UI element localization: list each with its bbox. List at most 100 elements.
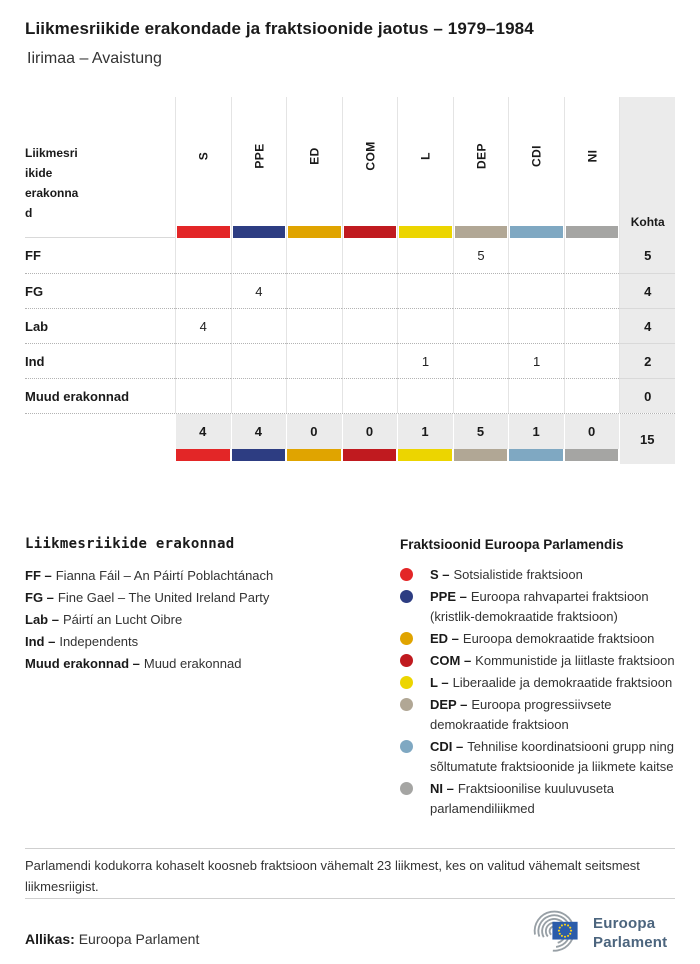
total-value: 1 bbox=[508, 414, 564, 449]
table-cell bbox=[508, 378, 564, 413]
row-total-cell: 5 bbox=[619, 238, 675, 273]
group-color-dot bbox=[400, 654, 413, 667]
group-name: Euroopa demokraatide fraktsioon bbox=[462, 631, 655, 646]
table-row-muud: Muud erakonnad 0 bbox=[25, 378, 675, 413]
table-cell bbox=[175, 343, 231, 378]
total-cell-ed: 0 bbox=[286, 414, 342, 464]
totals-row-spacer bbox=[25, 414, 175, 464]
column-label: L bbox=[418, 152, 433, 160]
table-cell: 1 bbox=[397, 343, 453, 378]
table-cell bbox=[230, 308, 287, 343]
table-cell bbox=[452, 343, 509, 378]
total-cell-com: 0 bbox=[341, 414, 398, 464]
table-totals-row: 4 4 0 0 1 5 1 0 15 bbox=[25, 413, 675, 464]
column-header-com: COM bbox=[341, 97, 398, 238]
column-header-ni: NI bbox=[563, 97, 620, 238]
table-row-fg: FG 4 4 bbox=[25, 273, 675, 308]
table-row-lab: Lab 4 4 bbox=[25, 308, 675, 343]
table-cell bbox=[341, 343, 398, 378]
column-label: COM bbox=[362, 141, 377, 171]
table-cell bbox=[508, 308, 564, 343]
legend-party-item: Muud erakonnad – Muud erakonnad bbox=[25, 653, 385, 675]
row-label: Ind bbox=[25, 343, 175, 378]
column-label: ED bbox=[307, 147, 322, 165]
table-cell bbox=[397, 238, 453, 273]
group-name: Kommunistide ja liitlaste fraktsioon bbox=[475, 653, 675, 668]
table-corner-label: Liikmesri ikide erakonna d bbox=[25, 97, 175, 238]
total-cell-ni: 0 bbox=[563, 414, 620, 464]
table-cell bbox=[341, 378, 398, 413]
group-color-bar bbox=[398, 449, 452, 461]
page-subtitle: Iirimaa – Avaistung bbox=[27, 50, 162, 67]
legend-party-item: Ind – Independents bbox=[25, 631, 385, 653]
table-cell bbox=[563, 308, 620, 343]
legend-group-item: S – Sotsialistide fraktsioon bbox=[400, 565, 690, 585]
column-header-ed: ED bbox=[286, 97, 342, 238]
group-abbr: L – bbox=[430, 675, 449, 690]
legend-group-item: CDI – Tehnilise koordinatsiooni grupp nin… bbox=[400, 737, 690, 777]
table-header-row: Liikmesri ikide erakonna d S PPE ED COM … bbox=[25, 97, 675, 238]
legend-groups: Fraktsioonid Euroopa Parlamendis S – Sots… bbox=[400, 537, 690, 821]
legend-parties-heading: Liikmesriikide erakonnad bbox=[25, 536, 235, 552]
divider bbox=[25, 898, 675, 899]
divider bbox=[25, 848, 675, 849]
column-label: NI bbox=[585, 149, 600, 163]
party-name: Independents bbox=[59, 634, 139, 649]
table-cell bbox=[175, 378, 231, 413]
source-value: Euroopa Parlament bbox=[78, 931, 200, 947]
group-color-bar bbox=[342, 449, 397, 461]
table-cell bbox=[563, 273, 620, 308]
total-cell-s: 4 bbox=[175, 414, 231, 464]
group-name: Euroopa rahvapartei fraktsioon (kristlik… bbox=[430, 589, 649, 624]
table-cell: 4 bbox=[175, 308, 231, 343]
seats-header-label: Kohta bbox=[630, 215, 665, 229]
grand-total-cell: 15 bbox=[619, 414, 675, 464]
group-color-bar bbox=[177, 226, 230, 238]
group-name: Sotsialistide fraktsioon bbox=[453, 567, 583, 582]
table-cell bbox=[230, 343, 287, 378]
seats-table: Liikmesri ikide erakonna d S PPE ED COM … bbox=[25, 97, 675, 464]
table-cell bbox=[175, 273, 231, 308]
group-color-bar bbox=[176, 449, 230, 461]
row-label: FG bbox=[25, 273, 175, 308]
group-name: Euroopa progressiivsete demokraatide fra… bbox=[430, 697, 612, 732]
source-line: Allikas: Euroopa Parlament bbox=[25, 931, 199, 947]
legend-group-item: COM – Kommunistide ja liitlaste fraktsioo… bbox=[400, 651, 690, 671]
total-value: 0 bbox=[286, 414, 342, 449]
table-cell bbox=[452, 273, 509, 308]
party-name: Muud erakonnad bbox=[143, 656, 242, 671]
party-name: Fine Gael – The United Ireland Party bbox=[57, 590, 270, 605]
group-color-bar bbox=[399, 226, 452, 238]
logo-line1: Euroopa bbox=[593, 915, 656, 932]
row-total-cell: 2 bbox=[619, 343, 675, 378]
table-cell bbox=[397, 273, 453, 308]
table-cell bbox=[286, 273, 342, 308]
table-cell bbox=[397, 308, 453, 343]
logo-wordmark: Euroopa Parlament bbox=[593, 914, 667, 952]
table-cell bbox=[175, 238, 231, 273]
legend-group-item: DEP – Euroopa progressiivsete demokraatid… bbox=[400, 695, 690, 735]
group-color-bar bbox=[509, 449, 563, 461]
total-cell-cdi: 1 bbox=[508, 414, 564, 464]
group-abbr: S – bbox=[430, 567, 450, 582]
total-cell-dep: 5 bbox=[452, 414, 509, 464]
group-color-dot bbox=[400, 676, 413, 689]
total-value: 0 bbox=[341, 414, 398, 449]
page-title: Liikmesriikide erakondade ja fraktsiooni… bbox=[25, 19, 534, 38]
table-cell bbox=[230, 378, 287, 413]
group-name: Tehnilise koordinatsiooni grupp ning sõl… bbox=[430, 739, 674, 774]
group-color-bar bbox=[232, 226, 286, 238]
legend-group-item: PPE – Euroopa rahvapartei fraktsioon (kri… bbox=[400, 587, 690, 627]
group-color-dot bbox=[400, 568, 413, 581]
group-abbr: NI – bbox=[430, 781, 454, 796]
total-value: 4 bbox=[175, 414, 231, 449]
corner-line: Liikmesri bbox=[25, 146, 78, 160]
table-cell bbox=[452, 308, 509, 343]
column-label: CDI bbox=[529, 145, 544, 167]
table-cell bbox=[230, 238, 287, 273]
total-value: 0 bbox=[563, 414, 620, 449]
group-color-bar bbox=[287, 449, 341, 461]
group-color-dot bbox=[400, 590, 413, 603]
group-color-bar bbox=[453, 449, 508, 461]
row-total-cell: 4 bbox=[619, 273, 675, 308]
